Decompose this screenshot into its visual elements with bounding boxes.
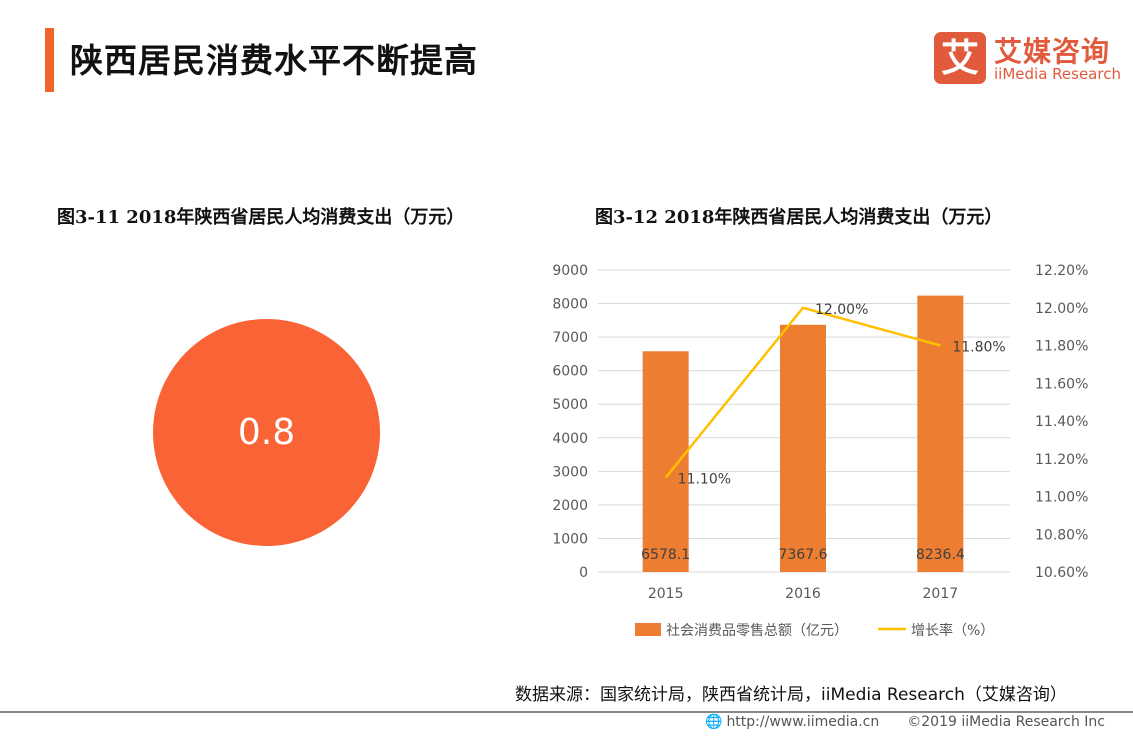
pie-label: 0.8	[237, 412, 296, 453]
legend-bar-swatch	[635, 623, 661, 636]
bar-value-label: 7367.6	[779, 547, 828, 563]
pie-slice: 0.8	[153, 319, 380, 546]
left-tick-label: 7000	[552, 330, 588, 346]
bar-value-label: 8236.4	[916, 547, 965, 563]
legend-bar-label: 社会消费品零售总额（亿元）	[666, 623, 848, 639]
title-accent-bar	[45, 28, 54, 92]
bar	[780, 324, 826, 572]
line-value-label: 12.00%	[815, 302, 868, 318]
page-title: 陕西居民消费水平不断提高	[70, 41, 478, 80]
right-tick-label: 11.40%	[1035, 414, 1088, 430]
left-tick-label: 5000	[552, 397, 588, 413]
bar	[642, 351, 689, 572]
right-tick-label: 10.60%	[1035, 565, 1088, 581]
logo-name-cn: 艾媒咨询	[994, 35, 1111, 68]
data-source: 数据来源：国家统计局，陕西省统计局，iiMedia Research（艾媒咨询）	[515, 685, 1067, 705]
footer: 🌐 http://www.iimedia.cn ©2019 iiMedia Rese…	[705, 714, 1133, 730]
left-tick-label: 3000	[552, 464, 588, 480]
divider	[0, 711, 1133, 713]
growth-line	[664, 306, 941, 479]
globe-icon: 🌐	[705, 714, 723, 730]
x-tick-label: 2015	[648, 586, 684, 602]
left-tick-label: 0	[579, 565, 588, 581]
logo-name-en: iiMedia Research	[994, 65, 1121, 83]
left-tick-label: 2000	[552, 498, 588, 514]
left-tick-label: 8000	[552, 297, 588, 313]
right-tick-label: 11.00%	[1035, 490, 1088, 506]
left-tick-label: 1000	[552, 531, 588, 547]
pie-chart-title: 图3-11 2018年陕西省居民人均消费支出（万元）	[57, 207, 465, 228]
combo-chart-title: 图3-12 2018年陕西省居民人均消费支出（万元）	[595, 207, 1003, 228]
x-tick-label: 2017	[923, 586, 959, 602]
legend-line-label: 增长率（%）	[911, 622, 994, 639]
line-value-label: 11.10%	[678, 472, 731, 488]
bar-value-label: 6578.1	[641, 547, 690, 563]
right-tick-label: 11.20%	[1035, 452, 1088, 468]
right-tick-label: 11.60%	[1035, 376, 1088, 392]
right-tick-label: 11.80%	[1035, 339, 1088, 355]
logo-icon: 艾	[934, 32, 986, 84]
right-tick-label: 10.80%	[1035, 527, 1088, 543]
right-tick-label: 12.20%	[1035, 263, 1088, 279]
bar	[917, 295, 964, 572]
line-value-label: 11.80%	[952, 340, 1005, 356]
left-tick-label: 4000	[552, 431, 588, 447]
left-tick-label: 9000	[552, 263, 588, 279]
right-tick-label: 12.00%	[1035, 301, 1088, 317]
x-tick-label: 2016	[785, 586, 821, 602]
footer-copyright: ©2019 iiMedia Research Inc	[907, 714, 1105, 730]
footer-url[interactable]: http://www.iimedia.cn	[726, 714, 880, 730]
left-tick-label: 6000	[552, 364, 588, 380]
